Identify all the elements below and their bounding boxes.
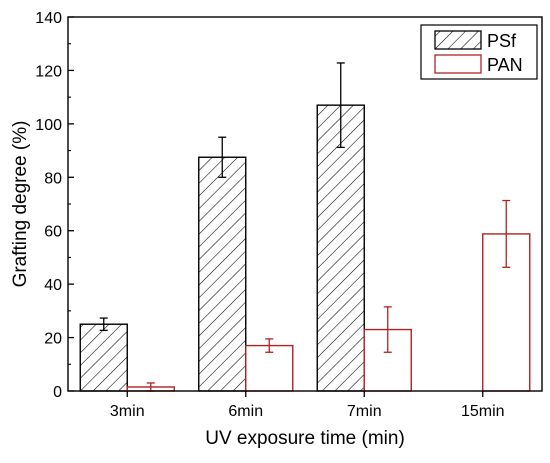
error-bar-pan-6min: [265, 338, 274, 353]
y-tick-label: 0: [53, 384, 62, 401]
y-tick-label: 40: [44, 277, 62, 294]
y-tick-label: 60: [44, 224, 62, 241]
legend: PSf PAN: [420, 24, 538, 80]
error-bar-pan-15min: [502, 199, 511, 268]
legend-swatch-pan: [434, 54, 482, 74]
y-tick-label: 80: [44, 170, 62, 187]
y-axis-label: Grafting degree (%): [10, 121, 31, 288]
bar-psf-6min: [198, 156, 247, 392]
error-bar-psf-7min: [336, 62, 345, 149]
legend-label-pan: PAN: [487, 55, 523, 75]
y-tick-label: 100: [35, 117, 62, 134]
bar-psf-3min: [79, 323, 128, 392]
bars-layer: [79, 62, 531, 392]
error-bar-psf-3min: [99, 317, 108, 332]
x-tick-label: 7min: [347, 403, 382, 420]
error-bar-psf-6min: [218, 136, 227, 178]
x-tick-label: 3min: [110, 403, 145, 420]
error-bar-pan-7min: [383, 306, 392, 353]
y-tick-label: 120: [35, 63, 62, 80]
legend-swatch-psf: [434, 30, 482, 50]
x-axis-label: UV exposure time (min): [205, 428, 405, 449]
legend-label-psf: PSf: [487, 31, 517, 51]
y-tick-label: 20: [44, 331, 62, 348]
ticks-layer: 0 20 40 60 80 100 120 140 3min 6min 7min 15min: [35, 10, 504, 420]
bar-psf-7min: [316, 104, 365, 392]
x-tick-label: 15min: [461, 403, 505, 420]
x-tick-label: 6min: [228, 403, 263, 420]
y-tick-label: 140: [35, 10, 62, 27]
